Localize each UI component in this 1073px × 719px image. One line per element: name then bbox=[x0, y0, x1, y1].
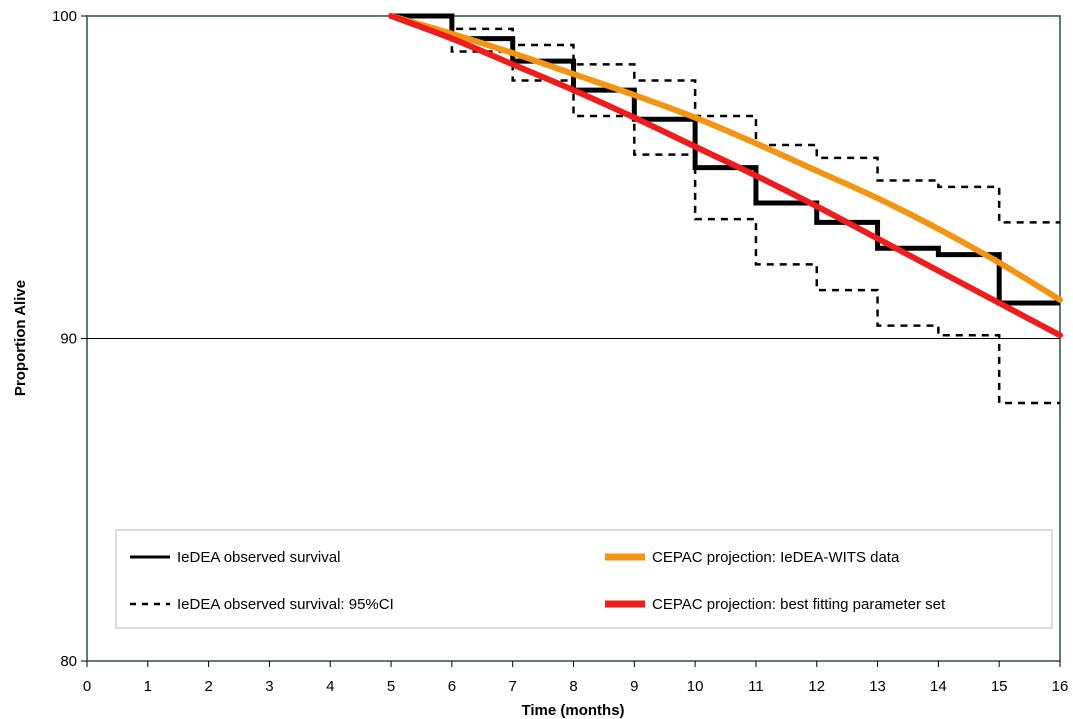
series-line-ci-lower-bound bbox=[391, 14, 1060, 405]
x-tick-label: 1 bbox=[144, 678, 152, 695]
y-axis-title: Proportion Alive bbox=[12, 280, 29, 396]
x-tick-label: 10 bbox=[687, 678, 704, 695]
x-tick-label: 6 bbox=[448, 678, 456, 695]
x-tick-label: 12 bbox=[808, 678, 825, 695]
series-line-cepac-projection-best-fitting-parameter-set bbox=[388, 13, 1063, 339]
x-tick-label: 3 bbox=[265, 678, 273, 695]
x-tick-label: 13 bbox=[869, 678, 886, 695]
x-tick-label: 7 bbox=[509, 678, 517, 695]
y-tick-label: 100 bbox=[52, 8, 77, 25]
x-tick-label: 5 bbox=[387, 678, 395, 695]
series-line-iedea-observed-survival bbox=[391, 13, 1060, 306]
x-tick-label: 0 bbox=[83, 678, 91, 695]
y-tick-label: 90 bbox=[60, 331, 77, 348]
x-tick-label: 16 bbox=[1052, 678, 1069, 695]
series-line-iedea-observed-survival-95-ci bbox=[391, 14, 1060, 224]
x-tick-label: 14 bbox=[930, 678, 947, 695]
x-tick-label: 15 bbox=[991, 678, 1008, 695]
x-tick-label: 9 bbox=[630, 678, 638, 695]
x-tick-label: 11 bbox=[748, 678, 764, 695]
legend-label: CEPAC projection: IeDEA-WITS data bbox=[652, 549, 900, 566]
legend-label: IeDEA observed survival: 95%CI bbox=[177, 596, 394, 613]
x-axis-title: Time (months) bbox=[521, 702, 624, 719]
legend-box bbox=[115, 529, 1053, 629]
y-tick-label: 80 bbox=[60, 653, 77, 670]
series-line-cepac-projection-iedea-wits-data bbox=[388, 13, 1063, 303]
x-tick-label: 2 bbox=[204, 678, 212, 695]
legend-label: CEPAC projection: best fitting parameter… bbox=[652, 596, 946, 613]
x-tick-label: 4 bbox=[326, 678, 334, 695]
x-tick-label: 8 bbox=[569, 678, 577, 695]
legend-label: IeDEA observed survival bbox=[177, 549, 340, 566]
